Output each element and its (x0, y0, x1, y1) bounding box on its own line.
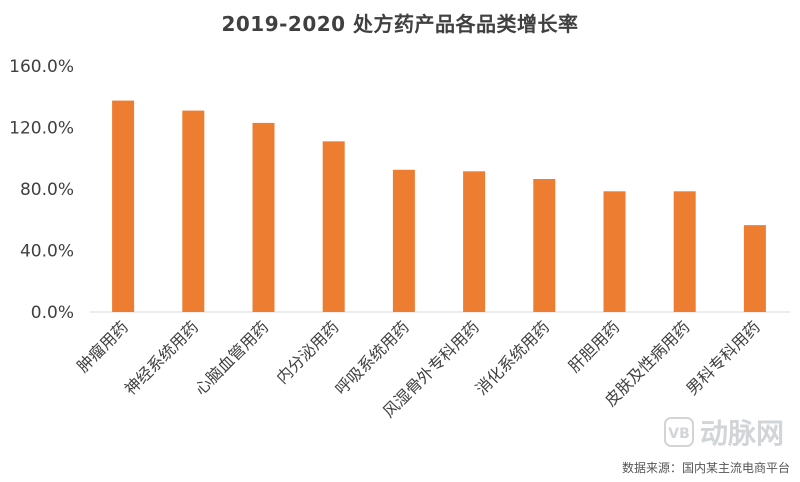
watermark-text: 动脉网 (699, 417, 784, 450)
x-tick-label: 消化系统用药 (472, 317, 553, 398)
bar (533, 179, 556, 312)
bar (743, 225, 766, 312)
y-tick-label: 160.0% (9, 57, 74, 77)
y-tick-label: 120.0% (9, 119, 74, 139)
y-tick-label: 0.0% (31, 303, 74, 323)
y-tick-label: 40.0% (20, 242, 74, 262)
bars-group (112, 100, 766, 313)
bar (463, 171, 486, 312)
bar (322, 141, 345, 312)
x-tick-label: 肝胆用药 (565, 317, 624, 376)
y-tick-label: 80.0% (20, 180, 74, 200)
bar (112, 100, 135, 312)
bar (182, 110, 205, 313)
x-tick-label: 肿瘤用药 (73, 317, 132, 376)
svg-text:VB: VB (668, 426, 690, 442)
bar (673, 191, 696, 312)
chart-title: 2019-2020 处方药产品各品类增长率 (221, 12, 579, 36)
bar (603, 191, 626, 312)
x-tick-label: 心脑血管用药 (191, 317, 272, 398)
watermark: VB 动脉网 (663, 412, 784, 452)
bar (392, 169, 415, 312)
bar (252, 122, 275, 312)
x-tick-label: 神经系统用药 (121, 317, 202, 398)
x-tick-label: 男科专科用药 (682, 317, 763, 398)
vb-logo-icon: VB (663, 417, 694, 447)
x-tick-label: 内分泌用药 (273, 317, 343, 387)
source-note: 数据来源：国内某主流电商平台 (621, 461, 790, 475)
y-axis-ticks: 0.0% 40.0% 80.0% 120.0% 160.0% (9, 57, 74, 323)
